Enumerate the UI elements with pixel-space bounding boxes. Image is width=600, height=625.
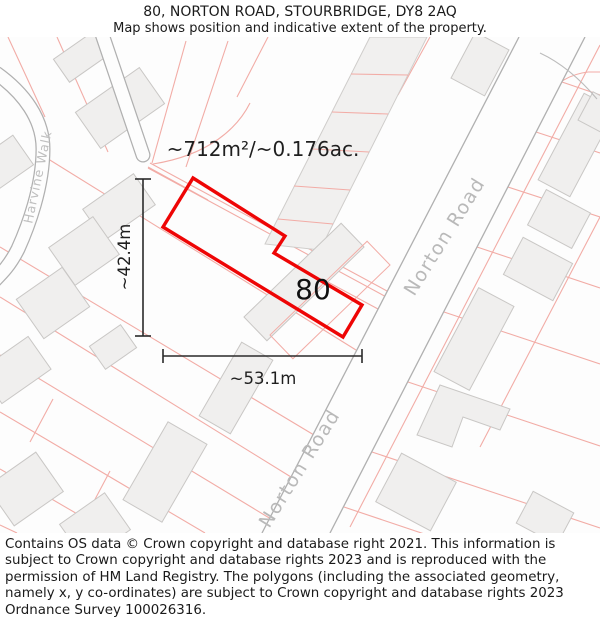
plot-number-label: 80 [295, 273, 331, 306]
width-dimension-label: ~53.1m [230, 369, 297, 388]
footpath [95, 37, 151, 163]
harvine-walk [0, 66, 51, 286]
map-canvas: Norton Road Norton Road Harvine Walk ~71… [0, 37, 600, 533]
building [0, 134, 35, 190]
area-label: ~712m²/~0.176ac. [167, 137, 360, 161]
building [0, 335, 52, 405]
norton-road [261, 37, 598, 533]
building-l-shape [416, 384, 511, 448]
building-80 [243, 222, 365, 342]
page-subtitle: Map shows position and indicative extent… [113, 21, 487, 36]
map-viewport: Norton Road Norton Road Harvine Walk ~71… [0, 37, 600, 533]
harvine-walk-label: Harvine Walk [20, 129, 54, 225]
building [526, 188, 592, 250]
building [577, 91, 600, 133]
terrace-dividers [277, 73, 409, 225]
copyright-text: Contains OS data © Crown copyright and d… [5, 537, 564, 618]
building [122, 421, 208, 523]
building [47, 215, 121, 287]
header: 80, NORTON ROAD, STOURBRIDGE, DY8 2AQ Ma… [0, 0, 600, 37]
driveway-curve [539, 52, 598, 100]
page-title: 80, NORTON ROAD, STOURBRIDGE, DY8 2AQ [143, 4, 457, 20]
building [0, 451, 65, 527]
height-dimension-label: ~42.4m [115, 224, 134, 291]
building-outline-pink [269, 240, 391, 360]
building [375, 452, 457, 532]
building [15, 266, 91, 340]
buildings [0, 37, 600, 533]
building [433, 286, 515, 392]
dimension-lines [135, 178, 363, 363]
building [198, 341, 274, 435]
property-outline [160, 175, 365, 340]
building [88, 323, 138, 371]
footer: Contains OS data © Crown copyright and d… [0, 533, 600, 625]
building [515, 490, 575, 533]
building [450, 37, 510, 97]
building [502, 236, 574, 302]
building [58, 492, 132, 533]
